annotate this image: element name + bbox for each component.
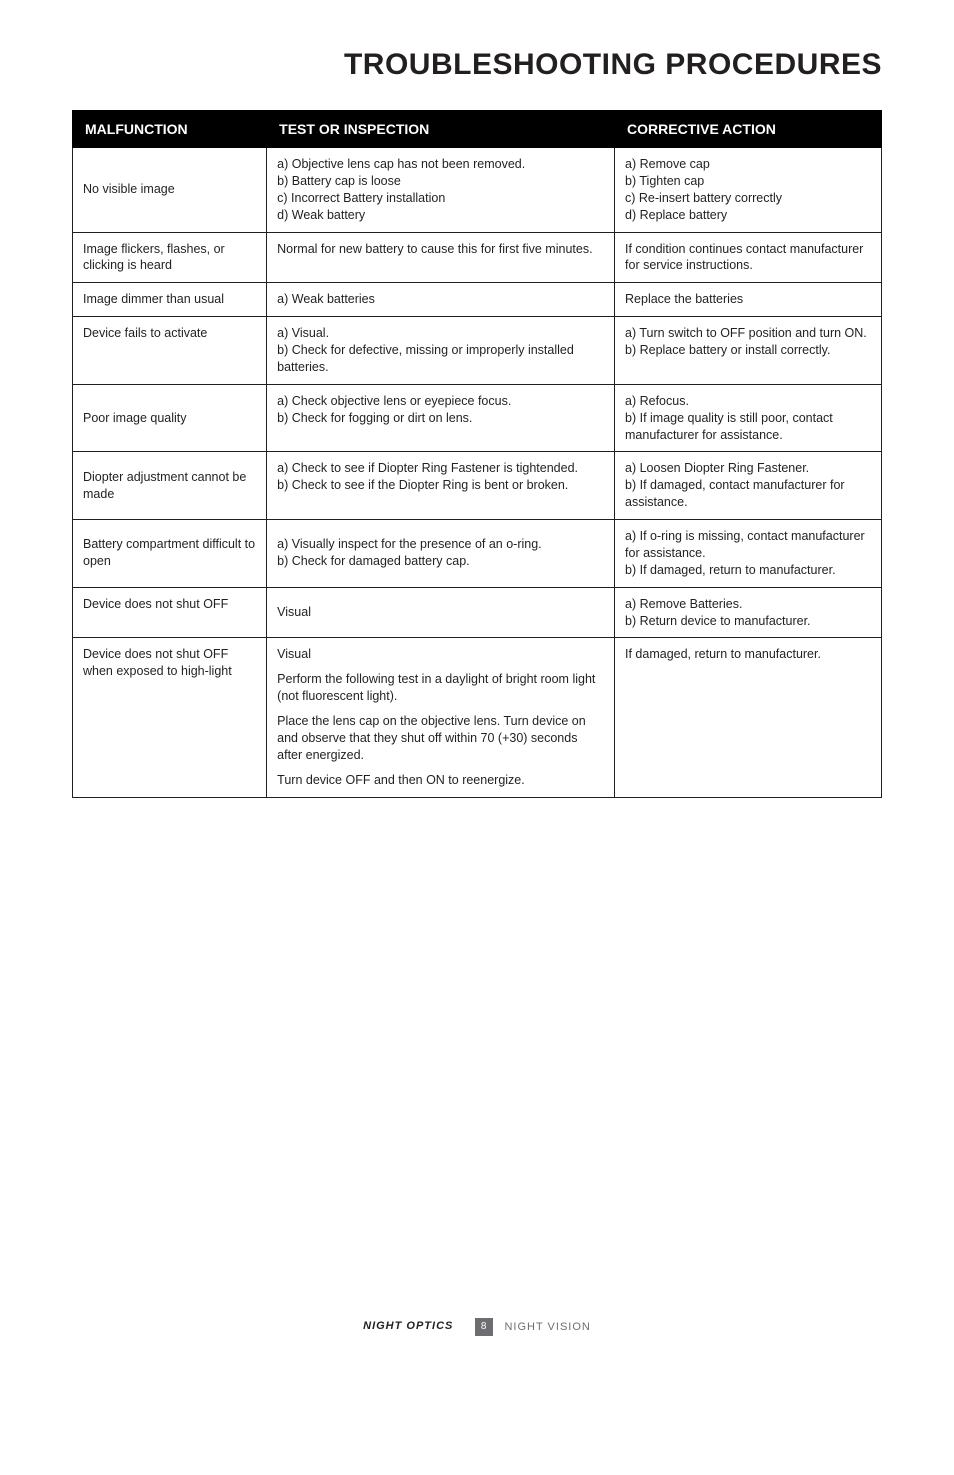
- cell-test-para: Turn device OFF and then ON to reenergiz…: [277, 772, 604, 789]
- cell-malfunction: Diopter adjustment cannot be made: [73, 452, 267, 520]
- cell-malfunction: Device fails to activate: [73, 317, 267, 385]
- col-header-malfunction: MALFUNCTION: [73, 111, 267, 148]
- table-row: Device does not shut OFF Visual a) Remov…: [73, 587, 882, 638]
- table-header-row: MALFUNCTION TEST OR INSPECTION CORRECTIV…: [73, 111, 882, 148]
- cell-test: a) Objective lens cap has not been remov…: [267, 148, 615, 233]
- table-row: Battery compartment difficult to open a)…: [73, 520, 882, 588]
- cell-test: a) Visually inspect for the presence of …: [267, 520, 615, 588]
- footer-brand: NIGHT OPTICS: [363, 1320, 453, 1332]
- cell-action: a) Remove Batteries.b) Return device to …: [615, 587, 882, 638]
- cell-test-para: Visual: [277, 646, 604, 663]
- cell-malfunction: Device does not shut OFF when exposed to…: [73, 638, 267, 797]
- table-row: No visible image a) Objective lens cap h…: [73, 148, 882, 233]
- table-row: Device does not shut OFF when exposed to…: [73, 638, 882, 797]
- cell-malfunction: Poor image quality: [73, 384, 267, 452]
- cell-action: If condition continues contact manufactu…: [615, 232, 882, 283]
- cell-test: Visual: [267, 587, 615, 638]
- cell-action: Replace the batteries: [615, 283, 882, 317]
- cell-action: a) Remove capb) Tighten capc) Re-insert …: [615, 148, 882, 233]
- cell-action: a) If o-ring is missing, contact manufac…: [615, 520, 882, 588]
- cell-action: a) Loosen Diopter Ring Fastener.b) If da…: [615, 452, 882, 520]
- cell-test: a) Check to see if Diopter Ring Fastener…: [267, 452, 615, 520]
- page-title: TROUBLESHOOTING PROCEDURES: [72, 48, 882, 82]
- table-row: Poor image quality a) Check objective le…: [73, 384, 882, 452]
- cell-test: a) Visual.b) Check for defective, missin…: [267, 317, 615, 385]
- footer-section: NIGHT VISION: [504, 1320, 590, 1332]
- table-row: Image flickers, flashes, or clicking is …: [73, 232, 882, 283]
- troubleshooting-table: MALFUNCTION TEST OR INSPECTION CORRECTIV…: [72, 110, 882, 798]
- cell-malfunction: Image dimmer than usual: [73, 283, 267, 317]
- cell-malfunction: Device does not shut OFF: [73, 587, 267, 638]
- cell-test: a) Weak batteries: [267, 283, 615, 317]
- cell-test: Normal for new battery to cause this for…: [267, 232, 615, 283]
- footer-page-number: 8: [475, 1318, 493, 1336]
- cell-action: If damaged, return to manufacturer.: [615, 638, 882, 797]
- table-row: Diopter adjustment cannot be made a) Che…: [73, 452, 882, 520]
- cell-malfunction: Image flickers, flashes, or clicking is …: [73, 232, 267, 283]
- cell-test-para: Perform the following test in a daylight…: [277, 671, 604, 705]
- table-row: Image dimmer than usual a) Weak batterie…: [73, 283, 882, 317]
- table-row: Device fails to activate a) Visual.b) Ch…: [73, 317, 882, 385]
- cell-action: a) Turn switch to OFF position and turn …: [615, 317, 882, 385]
- col-header-test: TEST OR INSPECTION: [267, 111, 615, 148]
- cell-malfunction: No visible image: [73, 148, 267, 233]
- cell-test: Visual Perform the following test in a d…: [267, 638, 615, 797]
- cell-test-para: Place the lens cap on the objective lens…: [277, 713, 604, 764]
- cell-malfunction: Battery compartment difficult to open: [73, 520, 267, 588]
- cell-test: a) Check objective lens or eyepiece focu…: [267, 384, 615, 452]
- col-header-action: CORRECTIVE ACTION: [615, 111, 882, 148]
- cell-action: a) Refocus.b) If image quality is still …: [615, 384, 882, 452]
- page-footer: NIGHT OPTICS 8 NIGHT VISION: [72, 1318, 882, 1336]
